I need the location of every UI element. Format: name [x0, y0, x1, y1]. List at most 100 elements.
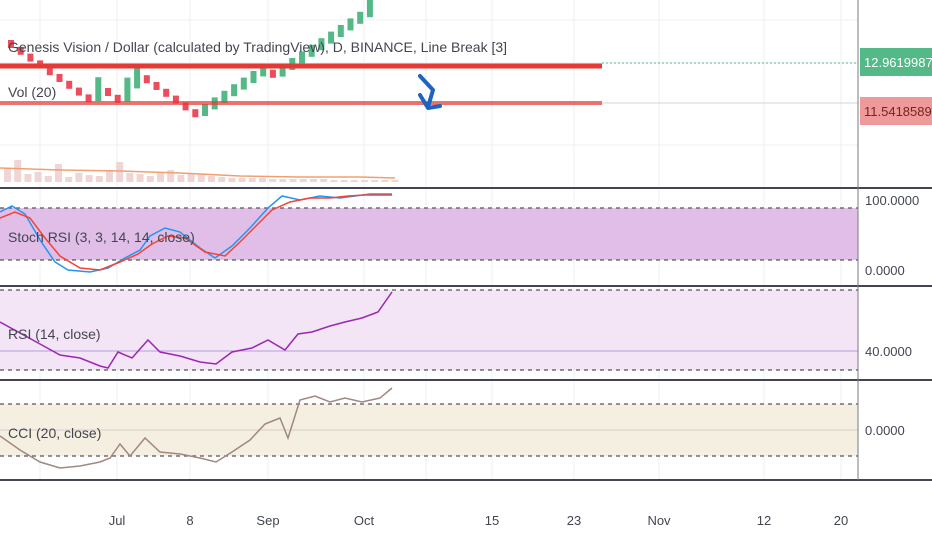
down-brick	[114, 94, 121, 103]
drawn-arrow-icon[interactable]	[418, 74, 442, 110]
time-axis-tick: Oct	[354, 513, 375, 528]
down-brick	[269, 69, 276, 78]
volume-bar	[330, 180, 338, 182]
rsi-line	[0, 291, 393, 369]
stoch-label: Stoch RSI (3, 3, 14, 14, close)	[8, 229, 195, 245]
time-axis-tick: 23	[567, 513, 581, 528]
last-price-tag	[860, 48, 932, 76]
up-brick	[357, 11, 364, 24]
cci-tick-0: 0.0000	[865, 423, 905, 438]
time-axis[interactable]: Jul 8 Sep Oct 15 23 Nov 12 20	[109, 513, 849, 528]
down-brick	[182, 102, 189, 111]
down-brick	[172, 95, 179, 104]
volume-bar	[320, 179, 328, 182]
volume-bar	[44, 176, 52, 182]
volume-bar	[75, 173, 83, 182]
time-axis-tick: 20	[834, 513, 848, 528]
volume-bar	[177, 175, 185, 182]
down-brick	[163, 88, 170, 97]
volume-bar	[106, 170, 113, 182]
pane-separators	[0, 187, 932, 481]
volume-bar	[126, 173, 134, 182]
time-axis-tick: 12	[757, 513, 771, 528]
up-brick	[95, 77, 102, 102]
down-brick	[192, 109, 199, 118]
stoch-tick-0: 0.0000	[865, 263, 905, 278]
volume-ma-line	[0, 167, 396, 179]
volume-bar	[208, 176, 215, 182]
volume-bar	[167, 170, 175, 182]
stoch-d-line	[0, 194, 392, 271]
volume-bar	[4, 168, 11, 182]
up-brick	[202, 104, 208, 116]
cci-label: CCI (20, close)	[8, 425, 101, 441]
time-axis-tick: Jul	[109, 513, 126, 528]
volume-bar	[55, 164, 62, 182]
volume-bar	[34, 172, 42, 182]
rsi-band	[0, 290, 858, 370]
rsi-tick-40: 40.0000	[865, 344, 912, 359]
resistance-price-tag	[860, 97, 932, 125]
volume-bar	[187, 173, 195, 182]
volume-bar	[310, 179, 317, 182]
stoch-tick-100: 100.0000	[865, 193, 919, 208]
down-brick	[75, 87, 82, 96]
volume-bar	[157, 172, 164, 182]
rsi-label: RSI (14, close)	[8, 326, 101, 342]
last-price-value: 12.96199872	[864, 55, 932, 70]
up-brick	[221, 90, 228, 103]
volume-bars	[4, 160, 399, 182]
cci-line	[0, 387, 393, 469]
volume-bar	[136, 174, 144, 182]
volume-bar	[299, 179, 307, 182]
down-brick	[105, 88, 111, 96]
down-brick	[66, 80, 73, 89]
up-brick	[134, 64, 141, 89]
volume-bar	[14, 160, 22, 182]
up-brick	[366, 0, 373, 18]
time-axis-tick: 8	[186, 513, 193, 528]
volume-bar	[95, 176, 103, 182]
volume-bar	[238, 178, 246, 182]
time-axis-tick: Sep	[256, 513, 279, 528]
volume-bar	[269, 179, 277, 182]
volume-bar	[340, 180, 348, 182]
volume-bar	[289, 179, 297, 182]
volume-bar	[218, 177, 226, 182]
up-brick	[328, 31, 335, 44]
time-axis-tick: 15	[485, 513, 499, 528]
up-brick	[231, 84, 238, 97]
volume-bar	[371, 180, 379, 182]
volume-bar	[248, 178, 256, 182]
time-axis-tick: Nov	[647, 513, 671, 528]
volume-bar	[259, 178, 266, 182]
resistance-price-value: 11.54185891	[864, 104, 932, 119]
up-brick	[318, 38, 325, 51]
volume-bar	[391, 180, 399, 182]
up-brick	[124, 77, 131, 102]
down-brick	[153, 82, 160, 90]
stoch-k-line	[0, 193, 392, 273]
volume-bar	[197, 174, 205, 182]
volume-bar	[361, 180, 368, 182]
up-brick	[240, 77, 247, 90]
volume-bar	[350, 180, 358, 182]
volume-bar	[146, 176, 154, 182]
down-brick	[46, 67, 53, 76]
down-brick	[143, 75, 150, 84]
volume-bar	[279, 179, 287, 182]
volume-bar	[381, 180, 389, 182]
volume-bar	[228, 178, 236, 182]
down-brick	[17, 46, 24, 55]
down-brick	[85, 94, 92, 103]
volume-bar	[116, 162, 124, 182]
up-brick	[299, 51, 305, 64]
down-brick	[27, 53, 34, 62]
band-bounds	[0, 207, 858, 457]
chart-title: Genesis Vision / Dollar (calculated by T…	[8, 39, 507, 55]
up-brick	[250, 71, 257, 83]
up-brick	[337, 25, 344, 37]
volume-bar	[85, 175, 93, 182]
